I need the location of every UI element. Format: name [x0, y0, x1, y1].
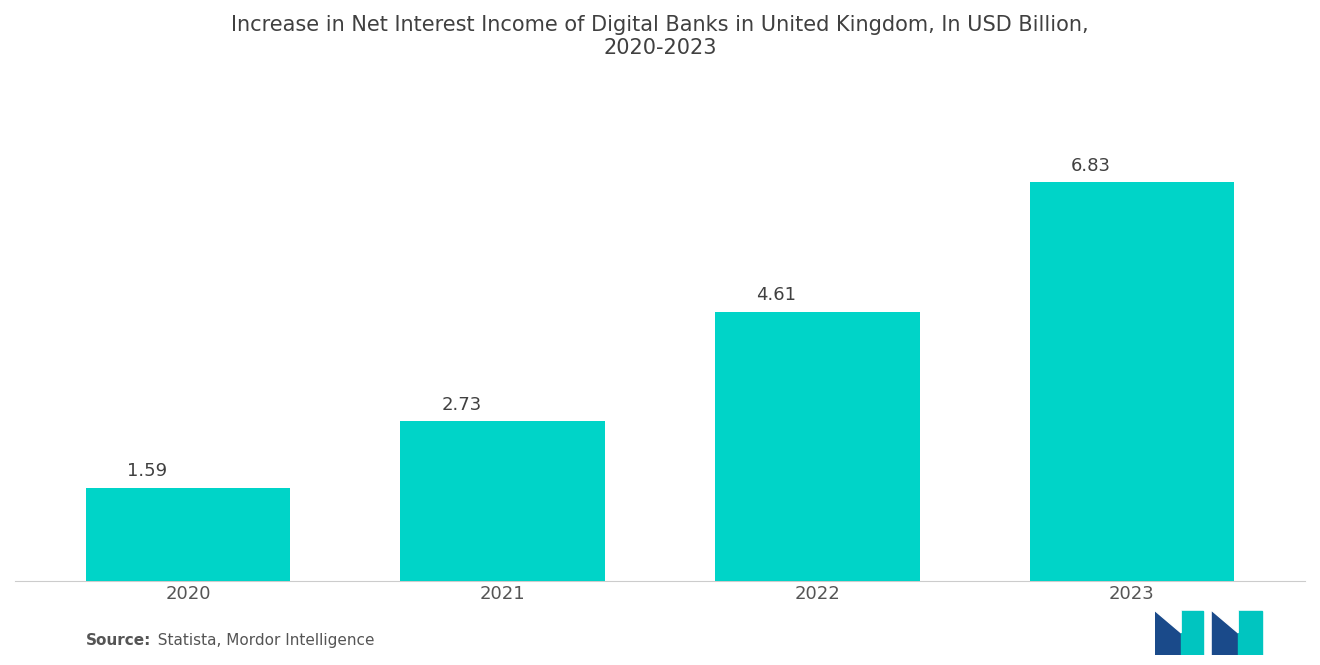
Polygon shape — [1212, 610, 1238, 655]
Polygon shape — [1155, 610, 1181, 655]
Text: Statista, Mordor Intelligence: Statista, Mordor Intelligence — [148, 633, 375, 648]
Text: 1.59: 1.59 — [127, 462, 168, 480]
Text: 4.61: 4.61 — [756, 286, 796, 304]
Text: 6.83: 6.83 — [1071, 156, 1111, 175]
Polygon shape — [1181, 610, 1203, 655]
Bar — [715, 312, 920, 581]
Polygon shape — [1155, 610, 1181, 633]
Bar — [400, 422, 605, 581]
Text: 2.73: 2.73 — [442, 396, 482, 414]
Bar — [86, 488, 290, 581]
Polygon shape — [1212, 610, 1238, 633]
Polygon shape — [1238, 610, 1262, 655]
Text: Source:: Source: — [86, 633, 152, 648]
Title: Increase in Net Interest Income of Digital Banks in United Kingdom, In USD Billi: Increase in Net Interest Income of Digit… — [231, 15, 1089, 59]
Bar — [1030, 182, 1234, 581]
